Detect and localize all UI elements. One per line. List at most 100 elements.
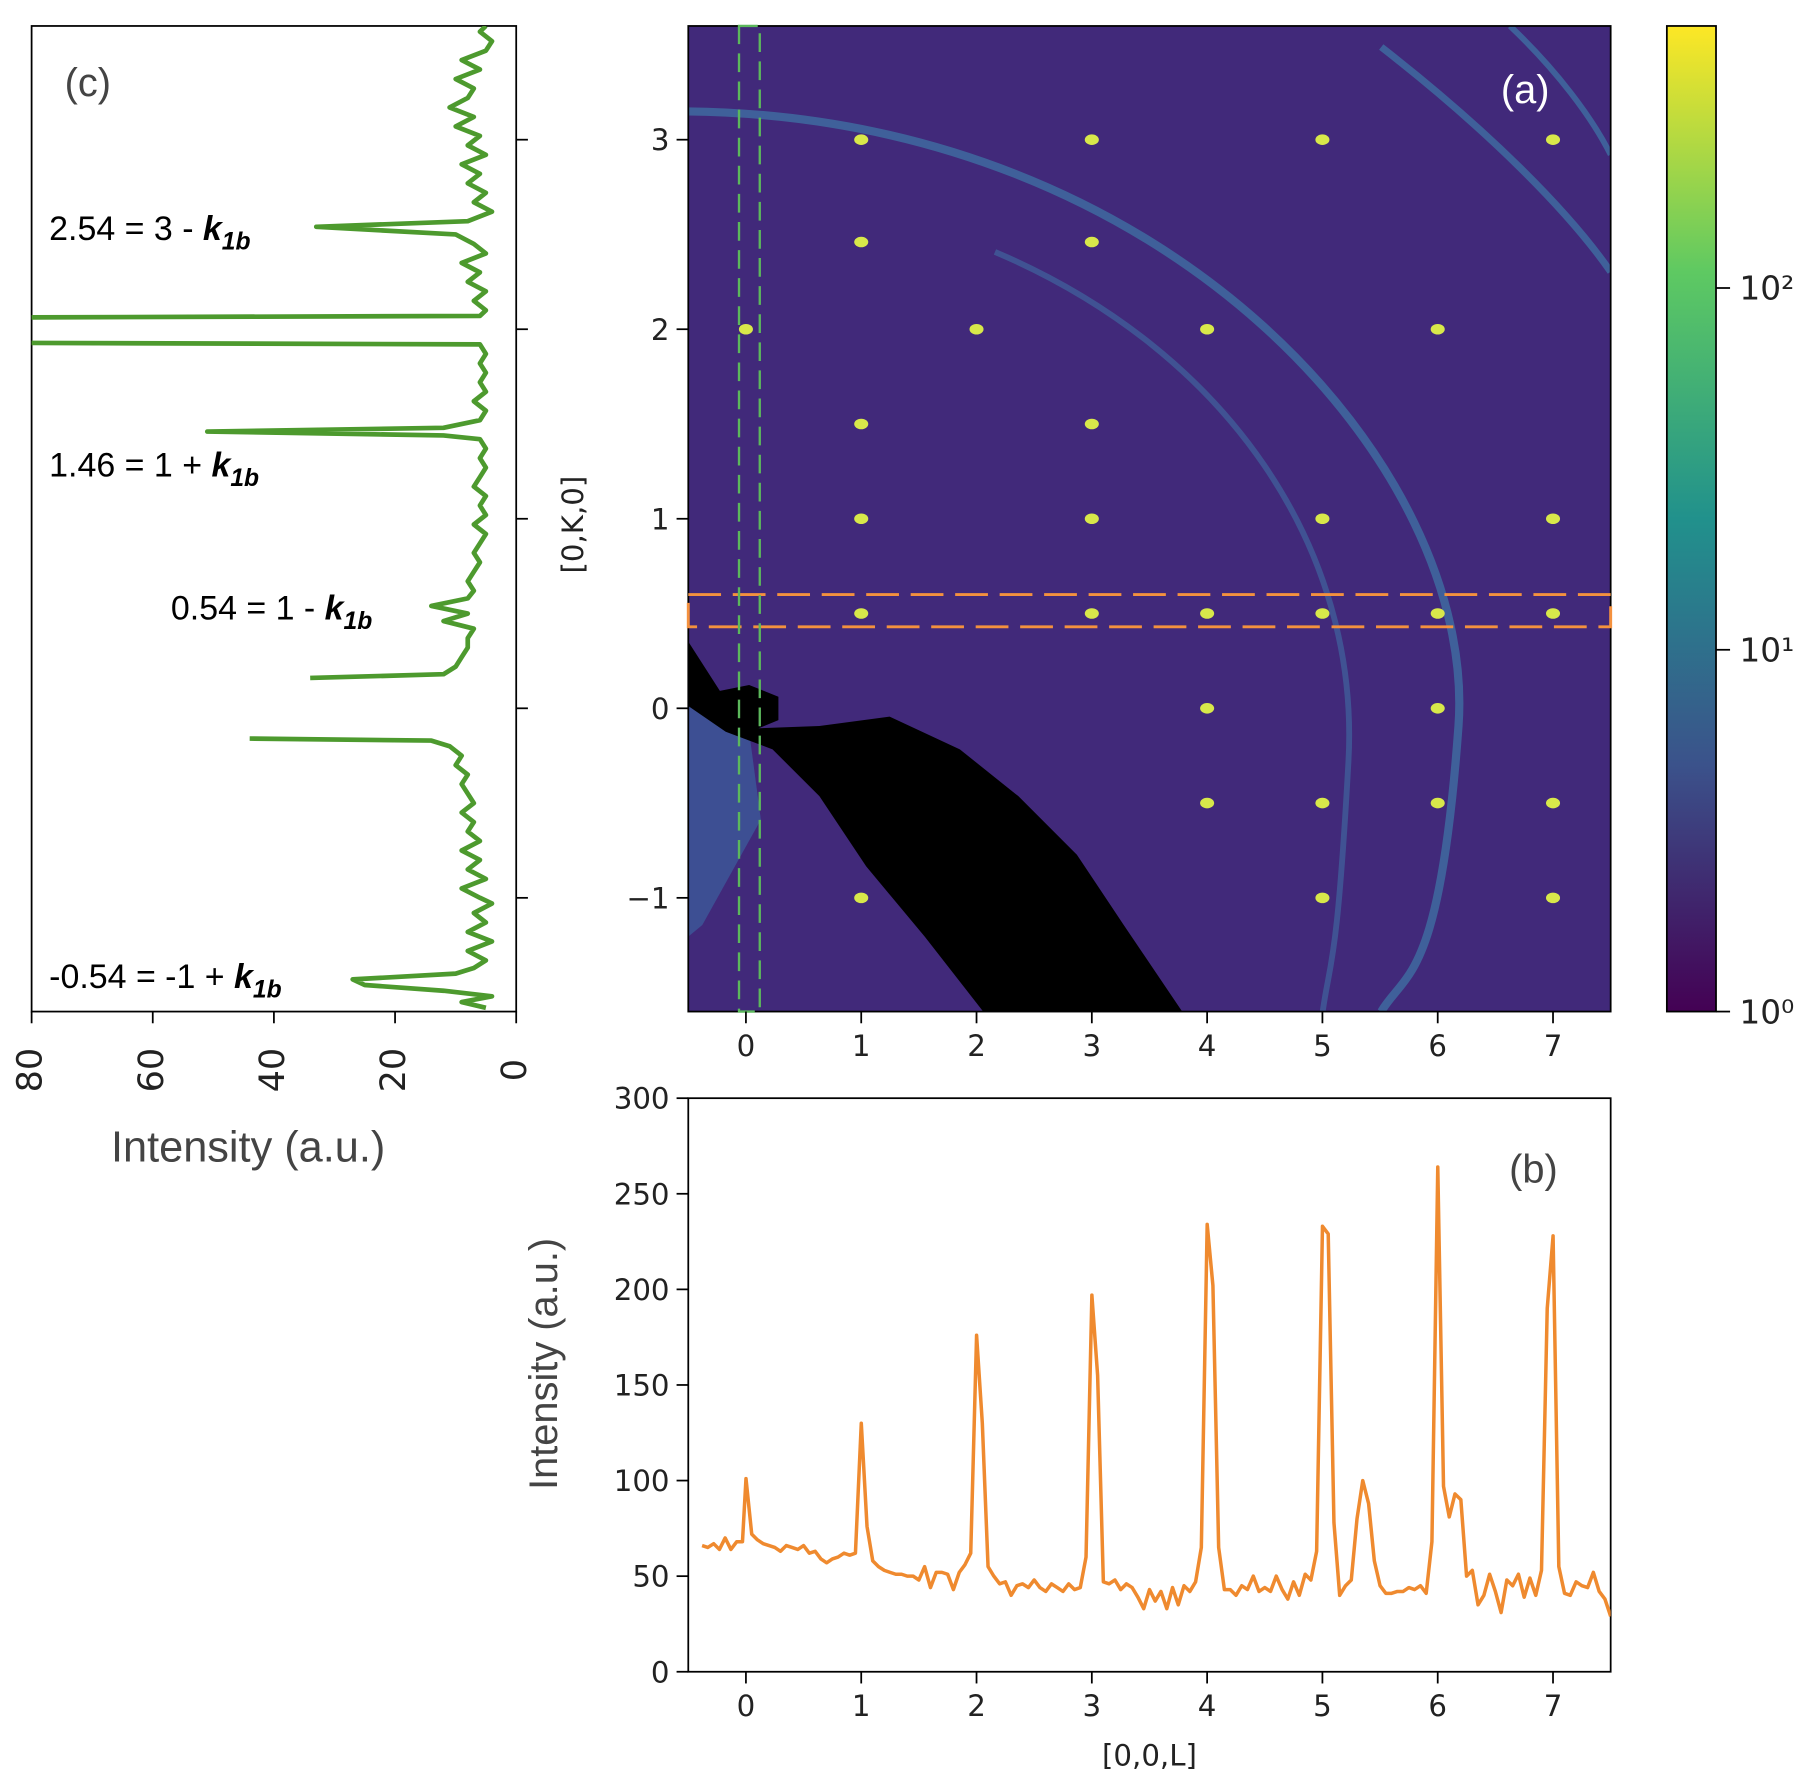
x-tick-label: 2 [967, 1029, 986, 1063]
y-tick-label: 200 [614, 1273, 670, 1307]
bragg-spot [854, 892, 869, 904]
bragg-spot [1315, 513, 1330, 525]
annotation: -0.54 = -1 + k1b [49, 958, 281, 1003]
y-tick-label: −1 [626, 881, 669, 915]
annotation-symbol: k [211, 447, 232, 485]
annotation-subscript: 1b [230, 465, 259, 492]
x-tick-label: 6 [1428, 1029, 1447, 1063]
annotation: 0.54 = 1 - k1b [171, 589, 372, 634]
data-line [701, 1165, 1611, 1617]
bragg-spot [1084, 134, 1099, 145]
panel-label: (b) [1509, 1147, 1558, 1191]
bragg-spot [1200, 323, 1215, 335]
heatmap-background [688, 25, 1611, 1012]
ring [688, 107, 1464, 1012]
bragg-spot [1315, 797, 1330, 809]
bragg-spot [1545, 134, 1561, 145]
cut-region [737, 24, 761, 1013]
x-tick-label: 6 [1428, 1689, 1447, 1723]
bragg-spot [1200, 797, 1215, 809]
colorbar-tick-label: 10² [1739, 270, 1794, 308]
x-tick-label: 5 [1313, 1029, 1332, 1063]
bragg-spot [1545, 608, 1561, 619]
y-tick-label: 150 [614, 1369, 670, 1403]
annotation-symbol: k [325, 589, 346, 627]
y-tick-label: 0 [651, 692, 670, 726]
bragg-spot [969, 323, 984, 335]
bragg-spot [1084, 236, 1099, 248]
colorbar-tick-label: 10¹ [1739, 631, 1794, 669]
y-tick-label: 3 [651, 123, 670, 157]
x-tick-label: 1 [852, 1689, 871, 1723]
bragg-spot [1430, 608, 1445, 619]
bragg-spot [854, 236, 869, 248]
x-tick-label: 3 [1083, 1689, 1102, 1723]
ring [1507, 25, 1611, 157]
bragg-spot [1084, 608, 1099, 619]
annotation: 1.46 = 1 + k1b [49, 447, 259, 492]
bragg-spot [1315, 134, 1330, 145]
y-tick-label: 50 [632, 1560, 669, 1594]
y-tick-label: 0 [651, 1655, 670, 1689]
bragg-spot [1430, 703, 1445, 714]
x-tick-label: 40 [252, 1048, 293, 1093]
annotation-subscript: 1b [222, 229, 251, 256]
bragg-spot [1545, 892, 1561, 904]
x-tick-label: 7 [1544, 1029, 1563, 1063]
ring [993, 249, 1353, 1012]
y-tick-label: 2 [651, 313, 670, 347]
x-tick-label: 3 [1083, 1029, 1102, 1063]
x-tick-label: 5 [1313, 1689, 1332, 1723]
bragg-spot [1545, 513, 1561, 525]
x-tick-label: 20 [373, 1048, 414, 1093]
x-tick-label: 0 [494, 1059, 535, 1081]
frame [30, 25, 518, 1013]
y-tick-label: 300 [614, 1082, 670, 1116]
x-tick-label: 1 [852, 1029, 871, 1063]
heatmap-area [688, 25, 1611, 1012]
bragg-spot [1430, 797, 1445, 809]
bragg-spot [1084, 513, 1099, 525]
x-tick-label: 2 [967, 1689, 986, 1723]
bragg-spot [1315, 892, 1330, 904]
bragg-spot [1200, 608, 1215, 619]
annotation-symbol: k [234, 958, 255, 996]
annotation-text: -0.54 = -1 + [49, 958, 234, 996]
y-axis-label: Intensity (a.u.) [522, 1238, 566, 1490]
bragg-spot [854, 608, 869, 619]
annotation-subscript: 1b [253, 977, 282, 1004]
x-tick-label: 0 [737, 1689, 756, 1723]
bragg-spot [1315, 608, 1330, 619]
bragg-spot [1084, 418, 1099, 430]
x-axis-label: [0,0,L] [1102, 1738, 1197, 1772]
annotation-text: 2.54 = 3 - [49, 210, 203, 248]
beamstop-shadow [688, 641, 1183, 1012]
cut-region [686, 593, 1613, 629]
annotation-text: 1.46 = 1 + [49, 447, 211, 485]
y-axis-label: [0,K,0] [556, 476, 590, 574]
annotation-text: 0.54 = 1 - [171, 589, 325, 627]
colorbar-tick-label: 10⁰ [1739, 993, 1794, 1031]
x-tick-label: 4 [1198, 1029, 1217, 1063]
panel-label: (c) [65, 61, 111, 105]
bragg-spot [738, 323, 753, 335]
bragg-spot [1200, 703, 1215, 714]
x-axis-label: Intensity (a.u.) [111, 1123, 385, 1171]
x-tick-label: 60 [131, 1048, 172, 1093]
bragg-spot [1545, 797, 1561, 809]
colorbar [1665, 25, 1717, 1013]
bragg-spot [854, 134, 869, 145]
y-tick-label: 250 [614, 1177, 670, 1211]
annotation: 2.54 = 3 - k1b [49, 210, 250, 255]
x-tick-label: 80 [10, 1048, 51, 1093]
data-line [31, 25, 495, 1011]
x-tick-label: 4 [1198, 1689, 1217, 1723]
powder-rings [688, 25, 1611, 1012]
y-tick-label: 100 [614, 1464, 670, 1498]
annotation-subscript: 1b [344, 608, 373, 635]
ring [1379, 44, 1611, 274]
y-tick-label: 1 [651, 502, 670, 536]
x-tick-label: 0 [737, 1029, 756, 1063]
